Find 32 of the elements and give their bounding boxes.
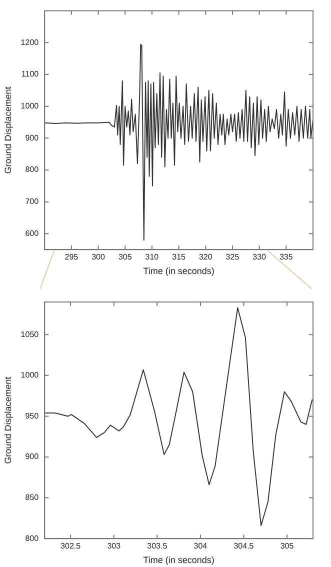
y-tick-label: 950 (25, 411, 40, 420)
x-axis-title: Time (in seconds) (143, 266, 214, 276)
y-tick-label: 800 (25, 534, 40, 543)
x-tick-label: 335 (279, 252, 294, 262)
x-tick-label: 320 (198, 252, 213, 262)
y-tick-label: 600 (25, 228, 40, 238)
y-tick-label: 1050 (20, 330, 40, 339)
y-tick-label: 700 (25, 197, 40, 206)
x-tick-label: 303 (107, 542, 122, 551)
y-tick-label: 900 (25, 452, 40, 462)
x-tick-label: 303.5 (147, 542, 168, 551)
x-tick-label: 305 (118, 252, 132, 262)
y-axis-title: Ground Displacement (2, 86, 13, 174)
y-tick-label: 1000 (20, 370, 40, 380)
x-tick-label: 315 (172, 252, 186, 262)
x-tick-label: 330 (252, 252, 267, 262)
x-tick-label: 300 (92, 252, 106, 262)
y-tick-label: 850 (25, 493, 40, 502)
x-tick-label: 305 (280, 542, 294, 551)
x-tick-label: 295 (64, 252, 79, 262)
y-tick-label: 900 (25, 133, 40, 142)
y-tick-label: 1200 (20, 38, 40, 47)
x-axis-title: Time (in seconds) (143, 555, 214, 566)
y-tick-label: 800 (25, 165, 40, 174)
y-tick-label: 1100 (21, 70, 40, 79)
x-tick-label: 310 (145, 252, 160, 262)
x-tick-label: 304 (194, 542, 208, 551)
x-tick-label: 325 (226, 252, 240, 262)
y-tick-label: 1000 (20, 102, 40, 111)
x-tick-label: 304.5 (234, 542, 254, 551)
x-tick-label: 302.5 (60, 542, 82, 551)
y-axis-title: Ground Displacement (2, 376, 13, 464)
